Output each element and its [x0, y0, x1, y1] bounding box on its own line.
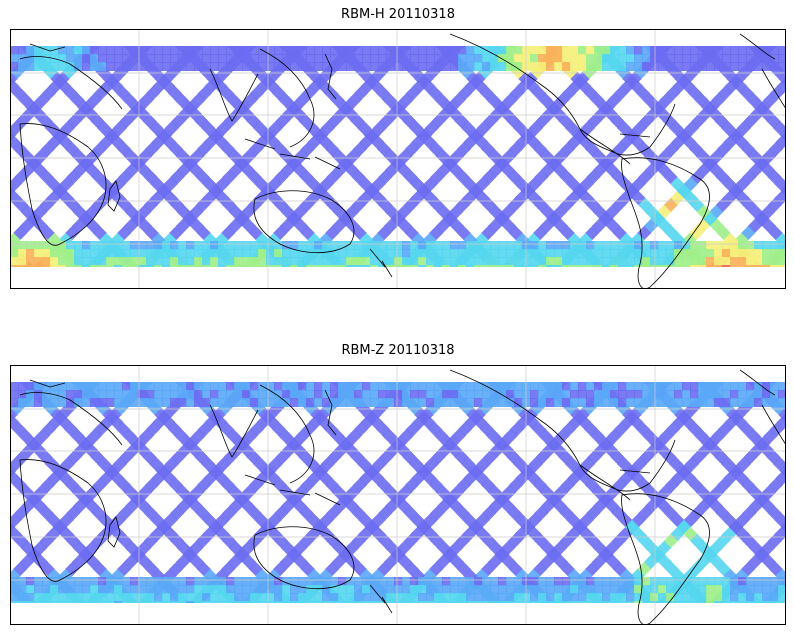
- coastline-1: [107, 180, 121, 212]
- panel-title-rbm-h: RBM-H 20110318: [341, 7, 455, 22]
- map-panel-rbm-h: [10, 29, 786, 289]
- coastline-5: [244, 474, 341, 506]
- coastline-1: [107, 516, 121, 548]
- coastline-3: [259, 48, 315, 148]
- graticule: [10, 365, 786, 625]
- coastline-9: [579, 464, 651, 501]
- panel-title-rbm-z: RBM-Z 20110318: [341, 343, 455, 358]
- coastline-10: [621, 157, 710, 289]
- coastline-11: [739, 33, 786, 110]
- coastline-3: [259, 384, 315, 484]
- satellite-tracks: [10, 46, 786, 267]
- coastline-6: [253, 190, 355, 254]
- coastline-2: [69, 63, 259, 122]
- coastline-10: [621, 493, 710, 625]
- coastline-0: [19, 459, 107, 582]
- coastlines: [19, 33, 786, 289]
- coastline-2: [69, 399, 259, 458]
- graticule: [10, 29, 786, 289]
- coastline-11: [739, 369, 786, 446]
- coastline-8: [449, 33, 676, 156]
- coastline-7: [369, 248, 393, 278]
- coastline-0: [19, 123, 107, 246]
- coastlines: [19, 369, 786, 625]
- satellite-tracks: [10, 382, 786, 603]
- coastline-12: [19, 43, 71, 65]
- coastline-7: [369, 584, 393, 614]
- coastline-9: [579, 128, 651, 165]
- coastline-8: [449, 369, 676, 492]
- map-frame: [10, 29, 786, 289]
- coastline-6: [253, 526, 355, 590]
- map-frame: [10, 365, 786, 625]
- map-panel-rbm-z: [10, 365, 786, 625]
- coastline-4: [324, 53, 337, 100]
- coastline-4: [324, 389, 337, 436]
- coastline-5: [244, 138, 341, 170]
- coastline-12: [19, 379, 71, 401]
